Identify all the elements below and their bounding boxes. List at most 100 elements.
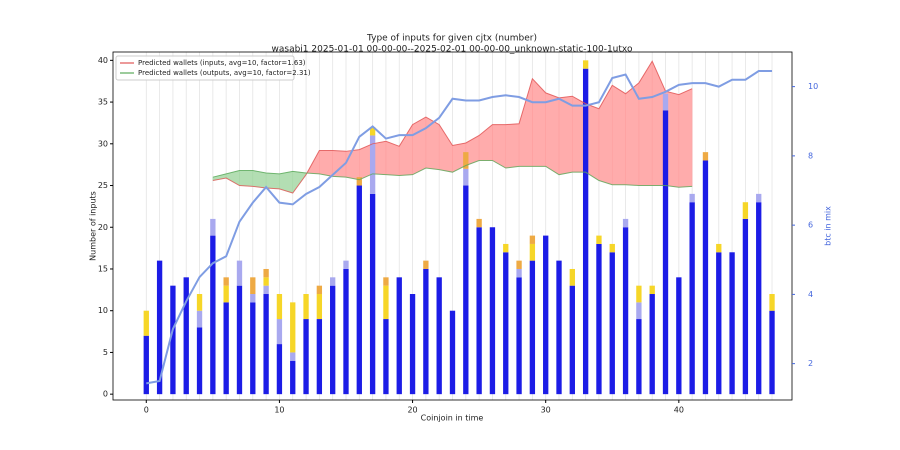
bar-segment <box>596 243 602 395</box>
bar-segment <box>303 319 309 395</box>
bar-segment <box>356 177 362 186</box>
bar-segment <box>369 193 376 395</box>
bar-segment <box>343 260 349 269</box>
bar-segment <box>383 319 389 395</box>
bar-segment <box>596 235 602 244</box>
x-tick-label: 40 <box>674 406 684 415</box>
fill-between <box>425 116 440 170</box>
bar-segment <box>769 294 775 311</box>
y-axis-label: Number of inputs <box>89 191 98 261</box>
bar-segment <box>516 260 522 269</box>
bar-segment <box>316 294 323 320</box>
bar-segment <box>702 152 709 161</box>
y-tick-label: 15 <box>98 264 108 273</box>
bar-segment <box>223 302 229 395</box>
fill-between <box>625 82 640 186</box>
y2-axis-label: btc in mix <box>824 206 833 246</box>
y-tick-label: 30 <box>98 139 108 148</box>
fill-between <box>438 123 453 173</box>
legend-label: Predicted wallets (inputs, avg=10, facto… <box>138 59 306 67</box>
bar-segment <box>276 319 283 345</box>
bar-segment <box>143 335 149 395</box>
bar-segment <box>316 319 323 395</box>
bar-segment <box>582 60 589 69</box>
bar-segment <box>290 352 296 361</box>
prediction-line <box>212 159 693 188</box>
x-axis-label: Coinjoin in time <box>421 414 484 423</box>
plot-frame <box>112 51 793 401</box>
bar-segment <box>263 268 269 278</box>
bar-segment <box>183 277 189 395</box>
bar-segment <box>170 285 176 395</box>
bar-segment <box>716 243 722 253</box>
fill-between <box>385 141 400 176</box>
bar-segment <box>636 285 642 303</box>
y2-tick-label: 4 <box>808 290 813 299</box>
bar-segment <box>369 135 376 194</box>
bar-segment <box>236 285 243 395</box>
bar-segment <box>423 268 429 395</box>
plot-area <box>143 52 775 400</box>
y2-tick-label: 2 <box>808 359 813 368</box>
bar-segment <box>662 93 669 111</box>
bar-segment <box>636 302 642 320</box>
fill-between <box>532 78 546 167</box>
bar-segment <box>250 302 256 395</box>
bar-segment <box>276 294 283 320</box>
bar-segment <box>769 310 775 395</box>
bar-segment <box>196 294 203 311</box>
x-tick-label: 0 <box>144 406 149 415</box>
bar-segment <box>582 68 589 395</box>
bar-segment <box>143 310 149 336</box>
bar-segment <box>156 260 163 395</box>
bar-segment <box>396 277 402 395</box>
bar-segment <box>330 277 336 286</box>
bar-segment <box>236 260 243 286</box>
bar-segment <box>569 285 575 395</box>
bar-segment <box>702 160 709 395</box>
bar-segment <box>250 277 256 295</box>
fill-between <box>612 85 626 185</box>
y-tick-label: 10 <box>98 306 108 315</box>
y2-tick-label: 10 <box>808 82 818 91</box>
legend-label: Predicted wallets (outputs, avg=10, fact… <box>138 69 311 77</box>
bar-segment <box>516 268 522 278</box>
fill-between <box>239 170 253 187</box>
bar-segment <box>316 285 323 295</box>
bar-segment <box>210 218 216 236</box>
y-tick-label: 40 <box>98 56 108 65</box>
fill-between <box>545 92 560 176</box>
bar-segment <box>409 294 416 395</box>
bar-segment <box>250 294 256 303</box>
x-tick-label: 30 <box>541 406 551 415</box>
bar-segment <box>649 285 655 295</box>
bar-segment <box>742 202 749 219</box>
bar-segment <box>516 277 522 395</box>
fill-between <box>678 88 693 188</box>
btc-line <box>146 70 773 385</box>
bar-segment <box>716 252 722 395</box>
bar-segment <box>529 243 536 261</box>
bar-segment <box>476 218 482 228</box>
y-tick-label: 20 <box>98 223 108 232</box>
y-tick-label: 35 <box>98 98 108 107</box>
bar-segment <box>609 252 615 395</box>
legend-box <box>115 55 295 81</box>
bar-segment <box>263 285 269 295</box>
bar-segment <box>756 202 762 395</box>
bar-segment <box>689 202 695 395</box>
bar-segment <box>330 285 336 395</box>
fill-between <box>412 116 427 176</box>
x-tick-label: 20 <box>407 406 417 415</box>
chart-subtitle: wasabi1 2025-01-01 00-00-00--2025-02-01 … <box>272 45 633 55</box>
bar-segment <box>196 327 203 395</box>
bar-segment <box>529 260 536 395</box>
bar-segment <box>463 185 469 395</box>
y-tick-label: 0 <box>103 390 108 399</box>
bar-segment <box>662 110 669 395</box>
prediction-line <box>212 60 693 194</box>
bar-segment <box>303 294 309 320</box>
y2-tick-label: 6 <box>808 221 813 230</box>
fill-between <box>518 78 533 167</box>
